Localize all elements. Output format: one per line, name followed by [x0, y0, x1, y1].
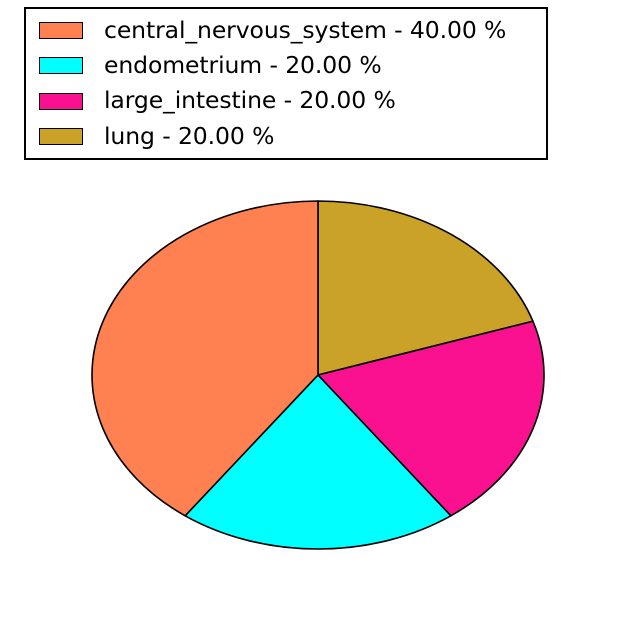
pie-slice-large-intestine[interactable] — [317, 320, 545, 517]
legend-item-central-nervous-system[interactable]: central_nervous_system - 40.00 % — [26, 13, 546, 48]
legend-item-endometrium[interactable]: endometrium - 20.00 % — [26, 48, 546, 83]
legend-swatch-endometrium — [39, 57, 83, 75]
legend-swatch-central-nervous-system — [39, 22, 83, 40]
legend: central_nervous_system - 40.00 % endomet… — [24, 7, 548, 160]
legend-label-lung: lung - 20.00 % — [104, 121, 275, 150]
legend-label-large-intestine: large_intestine - 20.00 % — [104, 86, 396, 115]
pie-slice-lung[interactable] — [317, 200, 534, 376]
pie-slice-group — [91, 200, 545, 550]
legend-item-lung[interactable]: lung - 20.00 % — [26, 119, 546, 154]
legend-swatch-large-intestine — [39, 92, 83, 110]
legend-label-endometrium: endometrium - 20.00 % — [104, 51, 382, 80]
pie-slice-central-nervous-system[interactable] — [91, 200, 319, 517]
legend-item-large-intestine[interactable]: large_intestine - 20.00 % — [26, 84, 546, 119]
pie-slice-endometrium[interactable] — [184, 374, 452, 550]
legend-item-list: central_nervous_system - 40.00 % endomet… — [26, 9, 546, 158]
legend-label-central-nervous-system: central_nervous_system - 40.00 % — [104, 15, 507, 44]
legend-swatch-lung — [39, 127, 83, 145]
